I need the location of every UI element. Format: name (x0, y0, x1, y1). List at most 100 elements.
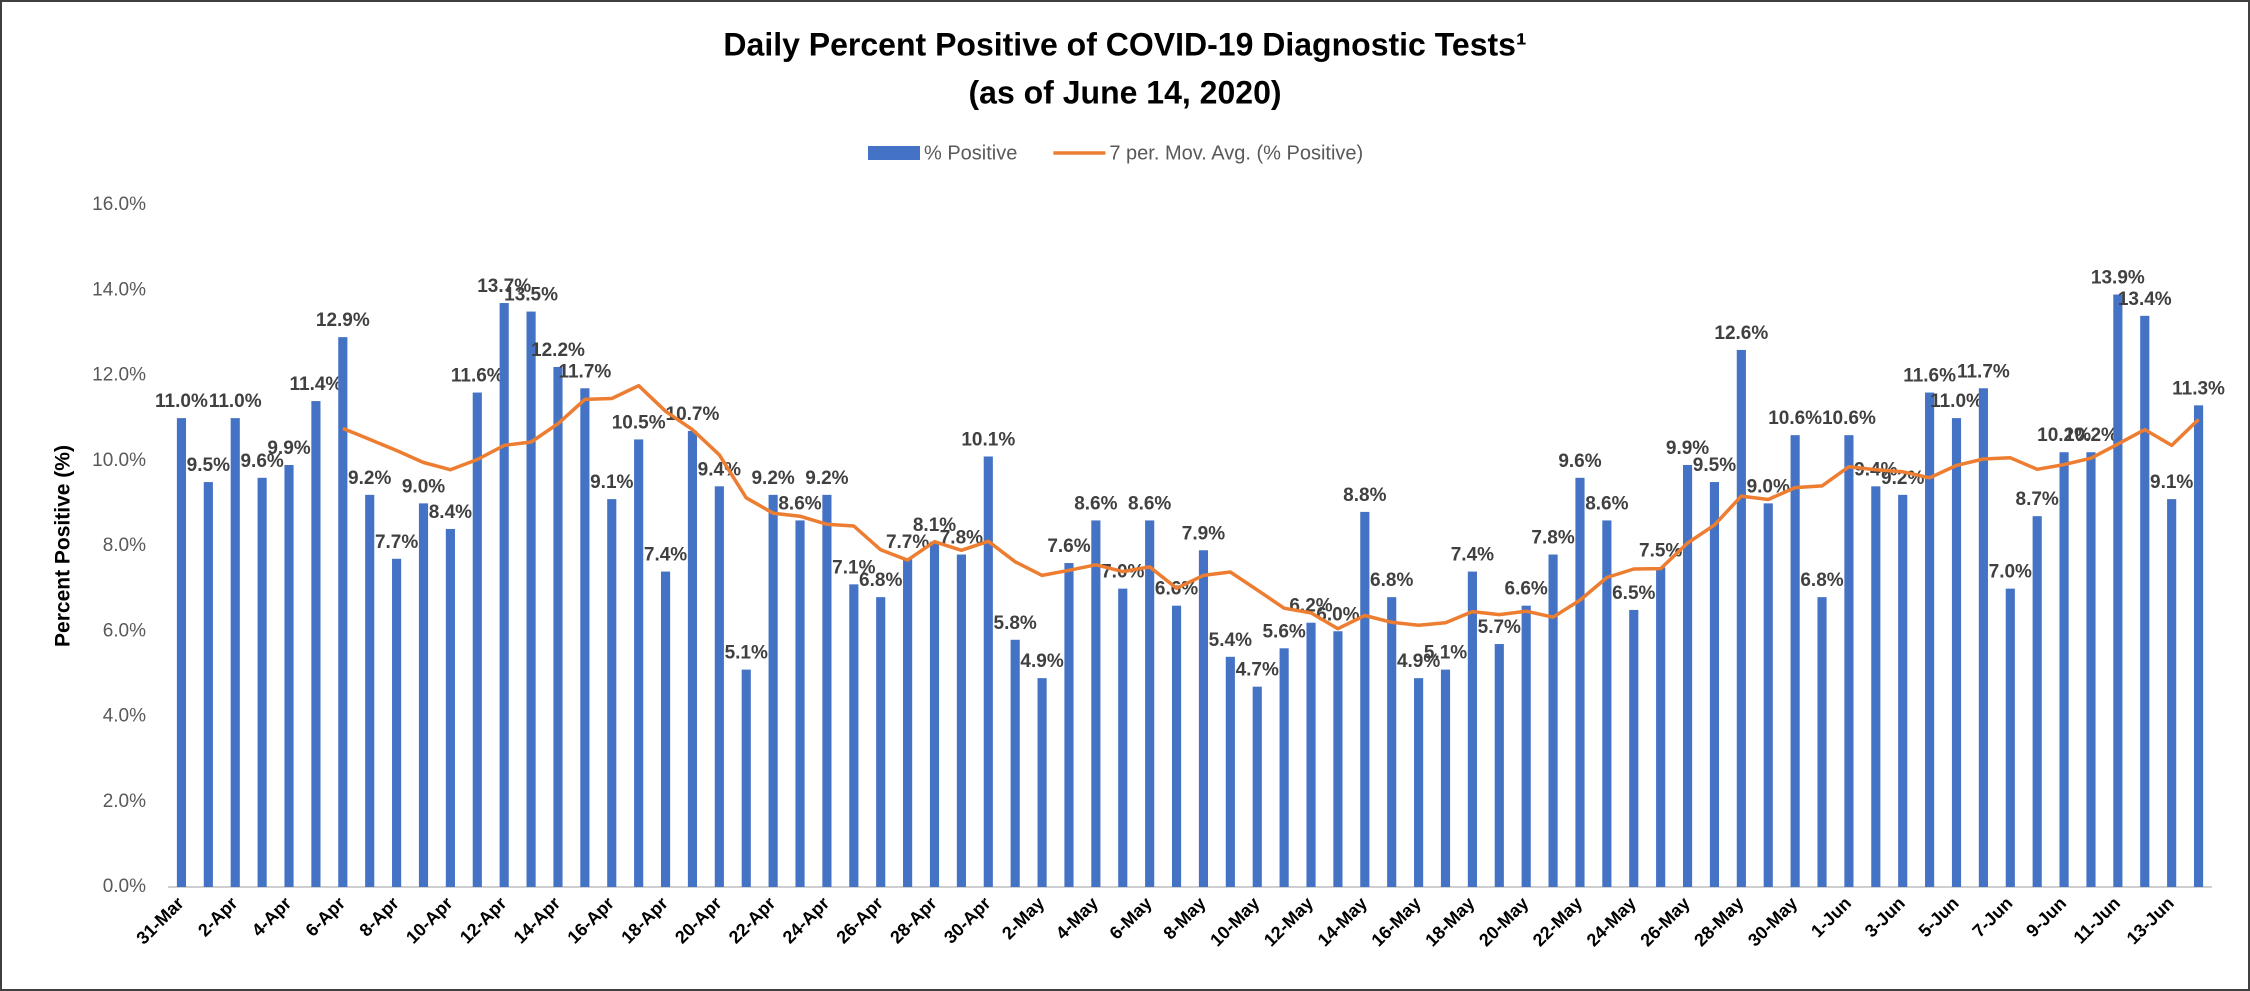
data-label: 5.6% (1262, 621, 1305, 642)
bar (176, 418, 187, 887)
bar (849, 584, 859, 887)
bar (2005, 588, 2015, 887)
data-label: 9.0% (1747, 476, 1790, 497)
bar (1467, 571, 1477, 887)
bar (1629, 609, 1639, 887)
bar (1575, 477, 1585, 887)
bar (2167, 499, 2177, 887)
data-label: 7.8% (940, 528, 983, 549)
bar (392, 558, 402, 887)
bar (876, 597, 886, 887)
bar (983, 456, 993, 887)
data-label: 13.4% (2118, 289, 2172, 310)
data-label: 11.6% (451, 366, 504, 387)
bar (1602, 520, 1612, 887)
bar (1682, 465, 1693, 887)
bar (1736, 349, 1746, 887)
bar (1925, 392, 1935, 887)
data-label: 10.2% (2064, 425, 2118, 446)
bar (660, 571, 671, 887)
bar (1978, 388, 1988, 887)
bar (445, 528, 455, 887)
data-label: 11.4% (290, 374, 343, 395)
data-label: 7.0% (1989, 562, 2032, 583)
data-label: 9.5% (187, 455, 230, 476)
data-label: 8.6% (1128, 493, 1171, 514)
data-label: 6.8% (1800, 570, 1843, 591)
bar (1440, 669, 1451, 887)
bar (1844, 435, 1854, 887)
bar (1010, 639, 1020, 887)
y-tick-label: 12.0% (92, 365, 146, 386)
bar (687, 430, 698, 887)
bar (795, 520, 805, 887)
data-label: 7.5% (1639, 540, 1682, 561)
bar (257, 477, 267, 887)
bar (903, 558, 913, 887)
bar (2086, 452, 2096, 887)
bar (2193, 405, 2204, 887)
data-label: 10.1% (961, 430, 1015, 451)
data-label: 11.7% (1957, 361, 2010, 382)
data-label: 10.7% (666, 404, 720, 425)
bar (634, 439, 644, 887)
data-label: 7.4% (1451, 545, 1494, 566)
data-label: 8.6% (1074, 493, 1117, 514)
data-label: 9.5% (1693, 455, 1736, 476)
bar (1709, 482, 1720, 887)
data-label: 8.1% (913, 515, 956, 536)
bar (1037, 678, 1047, 887)
bar (2032, 516, 2042, 887)
bar (2059, 452, 2069, 887)
data-label: 5.4% (1209, 630, 1252, 651)
bar (607, 499, 617, 887)
data-label: 6.0% (1316, 604, 1359, 625)
bar (1333, 631, 1343, 887)
data-label: 4.9% (1020, 651, 1063, 672)
bar (311, 401, 321, 887)
data-label: 10.5% (612, 412, 666, 433)
data-label: 10.2% (2037, 425, 2091, 446)
data-label: 11.3% (2172, 378, 2225, 399)
bar (1091, 520, 1101, 887)
bar (741, 669, 751, 887)
bar (1521, 605, 1531, 887)
data-label: 12.9% (316, 310, 370, 331)
legend-label: % Positive (924, 142, 1017, 164)
data-label: 13.7% (477, 276, 531, 297)
data-label: 6.8% (1370, 570, 1413, 591)
data-label: 9.9% (267, 438, 310, 459)
bar (956, 554, 966, 887)
data-label: 12.6% (1714, 323, 1768, 344)
bar (1656, 567, 1666, 887)
legend-label: 7 per. Mov. Avg. (% Positive) (1109, 142, 1363, 164)
data-label: 8.6% (778, 493, 821, 514)
bar (1763, 503, 1773, 887)
data-label: 8.7% (2016, 489, 2059, 510)
chart-subtitle: (as of June 14, 2020) (968, 74, 1281, 110)
bar (1790, 435, 1800, 887)
bar (1951, 418, 1962, 887)
bar (1171, 605, 1182, 887)
y-tick-label: 14.0% (92, 279, 146, 300)
data-label: 12.2% (531, 340, 585, 361)
data-label: 9.6% (240, 451, 283, 472)
data-label: 6.5% (1612, 583, 1655, 604)
bar (1252, 686, 1262, 887)
data-label: 7.8% (1531, 528, 1574, 549)
bar (365, 494, 375, 887)
y-tick-label: 4.0% (103, 706, 146, 727)
data-label: 13.9% (2091, 268, 2145, 289)
data-label: 5.1% (1424, 643, 1467, 664)
chart-title: Daily Percent Positive of COVID-19 Diagn… (723, 26, 1526, 62)
data-label: 10.6% (1768, 408, 1822, 429)
bar (2140, 315, 2150, 887)
y-axis-label: Percent Positive (%) (52, 445, 75, 647)
bar (1279, 648, 1289, 887)
bar (1414, 678, 1424, 887)
bar (472, 392, 482, 887)
bar (929, 541, 940, 887)
data-label: 9.2% (348, 468, 391, 489)
data-label: 9.6% (1558, 451, 1601, 472)
data-label: 9.2% (751, 468, 794, 489)
